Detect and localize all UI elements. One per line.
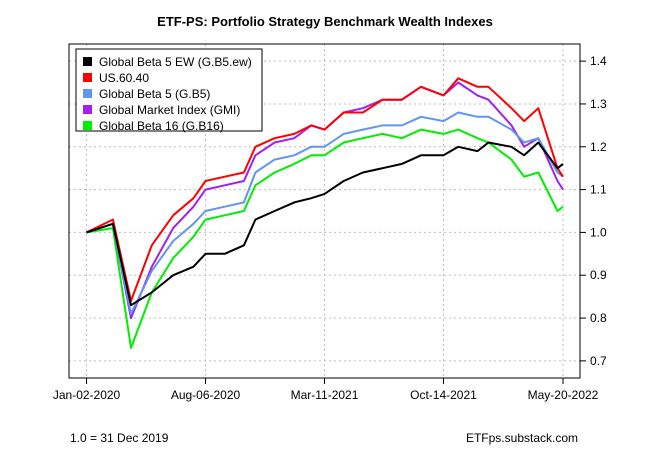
legend-swatch bbox=[83, 89, 92, 98]
series-line-0 bbox=[86, 141, 564, 307]
legend-swatch bbox=[83, 105, 92, 114]
x-tick-label: Oct-14-2021 bbox=[410, 388, 477, 402]
legend-swatch bbox=[83, 121, 92, 130]
legend-swatch bbox=[83, 73, 92, 82]
y-tick-label: 0.8 bbox=[590, 311, 607, 325]
y-tick-label: 1.3 bbox=[590, 97, 607, 111]
x-tick-label: Jan-02-2020 bbox=[53, 388, 121, 402]
x-tick-label: Mar-11-2021 bbox=[291, 388, 359, 402]
axis-layer: Jan-02-2020 Aug-06-2020 Mar-11-2021 Oct-14-… bbox=[53, 54, 607, 402]
legend-label: Global Market Index (GMI) bbox=[99, 103, 240, 117]
x-tick-label: Aug-06-2020 bbox=[171, 388, 241, 402]
legend-box bbox=[75, 48, 263, 132]
legend: Global Beta 5 EW (G.B5.ew) US.60.40 Global… bbox=[75, 48, 263, 133]
x-tick-label: May-20-2022 bbox=[528, 388, 599, 402]
series-line-2 bbox=[86, 111, 564, 315]
series-layer bbox=[86, 77, 564, 349]
y-tick-label: 0.7 bbox=[590, 354, 607, 368]
y-tick-label: 0.9 bbox=[590, 268, 607, 282]
y-tick-label: 1.0 bbox=[590, 225, 607, 239]
series-line-4 bbox=[86, 128, 564, 349]
y-tick-label: 1.2 bbox=[590, 140, 607, 154]
legend-label: US.60.40 bbox=[99, 71, 149, 85]
y-tick-label: 1.1 bbox=[590, 183, 607, 197]
chart-title: ETF-PS: Portfolio Strategy Benchmark Wea… bbox=[157, 14, 493, 29]
y-tick-label: 1.4 bbox=[590, 54, 607, 68]
legend-label: Global Beta 16 (G.B16) bbox=[99, 119, 224, 133]
footer-source: ETFps.substack.com bbox=[466, 431, 578, 445]
legend-label: Global Beta 5 (G.B5) bbox=[99, 87, 210, 101]
series-line-1 bbox=[86, 77, 564, 302]
legend-swatch bbox=[83, 57, 92, 66]
footer-left-note: 1.0 = 31 Dec 2019 bbox=[70, 431, 169, 445]
legend-label: Global Beta 5 EW (G.B5.ew) bbox=[99, 55, 252, 69]
